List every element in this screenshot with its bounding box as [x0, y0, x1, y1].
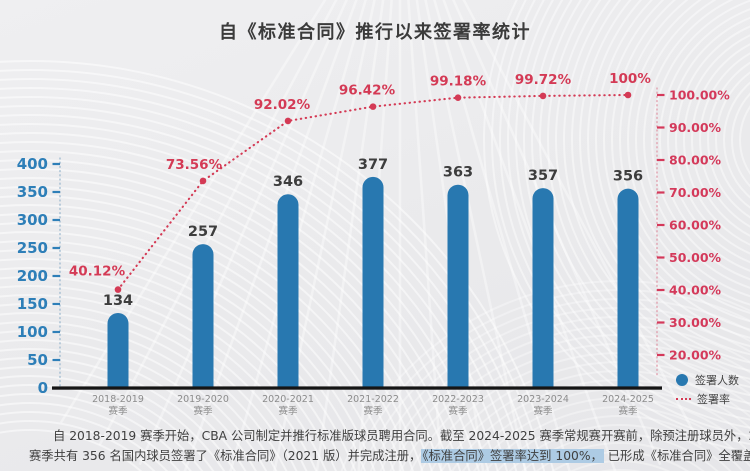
category-label-line2: 赛季: [193, 405, 213, 417]
right-axis-tick-label: 70.00%: [669, 185, 722, 200]
rate-point-label: 99.72%: [515, 72, 572, 88]
page-title: 自《标准合同》推行以来签署率统计: [219, 22, 531, 43]
category-label: 2023-2024: [517, 394, 569, 405]
footer-line2-pre: 赛季共有 356 名国内球员签署了《标准合同》（2021 版）并完成注册，: [29, 449, 422, 463]
legend-item-line: 签署率: [676, 389, 739, 408]
rate-point: [199, 177, 207, 185]
bar-2018-2019: [107, 312, 129, 388]
bar-2021-2022: [362, 176, 384, 388]
left-axis-tick-label: 350: [17, 183, 48, 201]
rate-point-label: 40.12%: [69, 264, 126, 280]
footer-line1: 自 2018-2019 赛季开始，CBA 公司制定并推行标准版球员聘用合同。截至…: [53, 429, 750, 443]
bar-value-label: 257: [188, 224, 218, 240]
bar-2023-2024: [532, 188, 554, 388]
category-label-line2: 赛季: [533, 405, 553, 417]
bar-value-label: 346: [273, 174, 303, 190]
left-axis-tick-label: 200: [17, 267, 48, 285]
category-label: 2018-2019: [92, 394, 144, 405]
right-axis-tick-label: 90.00%: [669, 120, 722, 135]
category-label-line2: 赛季: [108, 405, 128, 417]
category-label: 2022-2023: [432, 394, 484, 405]
right-axis-tick-label: 100.00%: [669, 88, 730, 103]
legend-item-bars: 签署人数: [676, 370, 739, 389]
category-label: 2024-2025: [602, 394, 654, 405]
bar-value-label: 134: [103, 293, 133, 309]
bar-value-label: 377: [358, 157, 388, 173]
category-label: 2020-2021: [262, 394, 314, 405]
category-label-line2: 赛季: [448, 405, 468, 417]
left-axis-tick-label: 50: [27, 351, 48, 369]
rate-point: [114, 286, 122, 293]
right-axis-tick-label: 50.00%: [669, 250, 722, 265]
legend-bar-swatch-icon: [676, 373, 688, 386]
legend-line-swatch-icon: [676, 397, 691, 400]
bar-value-label: 363: [443, 165, 473, 181]
bar-2020-2021: [277, 194, 299, 388]
left-axis-tick-label: 150: [17, 295, 48, 313]
right-axis-tick-label: 60.00%: [669, 218, 722, 233]
rate-point-label: 99.18%: [430, 74, 487, 90]
left-axis-tick-label: 250: [17, 239, 48, 257]
rate-point-label: 92.02%: [254, 97, 311, 113]
category-label-line2: 赛季: [278, 405, 298, 417]
bar-2024-2025: [617, 188, 639, 388]
right-axis-tick-label: 30.00%: [669, 315, 722, 330]
left-axis-tick-label: 400: [17, 155, 48, 173]
rate-point-label: 73.56%: [166, 157, 223, 173]
left-axis-tick-label: 0: [38, 379, 48, 397]
right-axis-tick-label: 80.00%: [669, 153, 722, 168]
rate-point-label: 100%: [609, 71, 651, 87]
category-label: 2019-2020: [177, 394, 229, 405]
rate-point: [284, 117, 292, 125]
bar-2022-2023: [447, 184, 469, 388]
bar-2019-2020: [192, 244, 214, 388]
rate-point: [624, 91, 632, 99]
legend-line-label: 签署率: [697, 392, 730, 406]
x-axis-baseline: [52, 386, 662, 390]
category-label-line2: 赛季: [363, 405, 383, 417]
right-axis-tick-label: 40.00%: [669, 283, 722, 298]
footer-line2-post: 已形成《标准合同》全覆盖。: [607, 449, 750, 463]
left-axis-tick-label: 100: [17, 323, 48, 341]
bar-value-label: 356: [613, 169, 643, 185]
footer-highlight: 《标准合同》签署率达到 100%，: [421, 449, 604, 463]
rate-point-label: 96.42%: [339, 83, 396, 99]
category-label: 2021-2022: [347, 394, 399, 405]
bar-value-label: 357: [528, 168, 558, 184]
left-axis-tick-label: 300: [17, 211, 48, 229]
rate-point: [369, 103, 377, 110]
footer-paragraph: 自 2018-2019 赛季开始，CBA 公司制定并推行标准版球员聘用合同。截至…: [29, 426, 750, 466]
rate-point: [539, 92, 547, 100]
right-axis-tick-label: 20.00%: [669, 348, 722, 363]
rate-point: [454, 94, 462, 101]
legend-bar-label: 签署人数: [695, 373, 739, 387]
chart-legend: 签署人数 签署率: [676, 370, 739, 408]
category-label-line2: 赛季: [618, 405, 638, 417]
